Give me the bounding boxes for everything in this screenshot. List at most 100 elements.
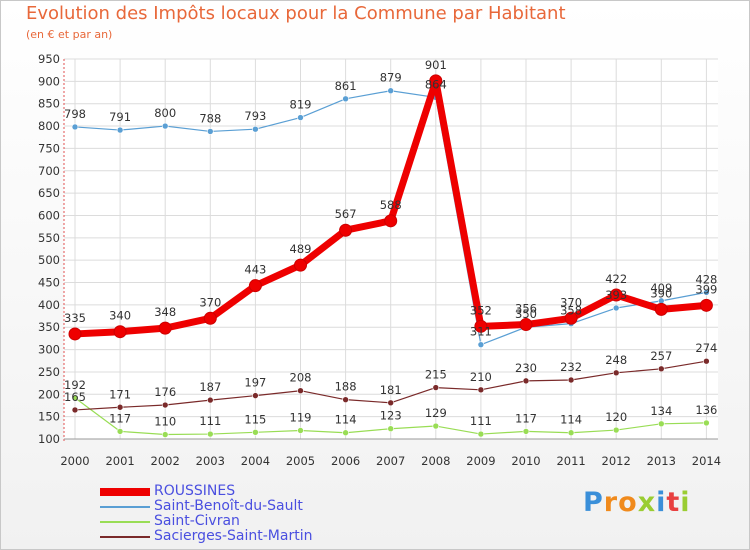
data-point [68, 327, 82, 341]
x-tick-label: 2011 [556, 454, 585, 468]
data-point [113, 325, 127, 339]
data-label: 370 [199, 295, 221, 309]
data-point [522, 428, 530, 435]
y-tick-label: 800 [38, 119, 60, 133]
legend-label: Saint-Civran [154, 513, 240, 529]
data-point [71, 123, 79, 131]
data-label: 257 [650, 349, 672, 363]
data-point [297, 114, 304, 121]
legend-swatch [100, 506, 150, 508]
data-point [387, 399, 395, 407]
x-tick-label: 2007 [376, 454, 405, 468]
data-label: 791 [109, 110, 131, 124]
legend-swatch [100, 488, 150, 496]
data-point [703, 357, 710, 365]
data-label: 171 [109, 387, 131, 401]
data-label: 129 [425, 406, 447, 420]
data-label: 192 [64, 378, 86, 392]
data-point [522, 377, 530, 385]
data-point [703, 289, 710, 296]
y-tick-label: 350 [38, 320, 60, 334]
data-point [161, 401, 169, 409]
data-label: 798 [64, 107, 86, 121]
data-point [342, 396, 349, 403]
legend-swatch [100, 521, 150, 523]
x-tick-label: 2006 [331, 454, 360, 468]
y-tick-label: 100 [38, 432, 60, 446]
data-label: 210 [470, 370, 492, 384]
data-point [657, 365, 665, 373]
data-label: 340 [109, 309, 131, 323]
data-label: 356 [515, 302, 537, 316]
data-point [477, 341, 485, 348]
y-tick-label: 850 [38, 97, 60, 111]
data-point [207, 128, 214, 135]
x-tick-label: 2005 [286, 454, 315, 468]
data-point [116, 403, 124, 411]
data-point [342, 429, 349, 437]
data-label: 422 [605, 272, 627, 286]
data-point [567, 429, 575, 437]
y-tick-label: 750 [38, 141, 60, 155]
data-point [612, 304, 620, 312]
data-label: 335 [64, 311, 86, 325]
series-roussines [68, 74, 713, 341]
data-label: 120 [605, 410, 627, 424]
data-point [654, 302, 668, 316]
data-label: 110 [154, 415, 176, 429]
data-label: 864 [425, 77, 447, 91]
data-label: 901 [425, 58, 447, 72]
data-point [519, 318, 533, 332]
data-label: 393 [605, 288, 627, 302]
y-tick-label: 600 [38, 208, 60, 222]
y-tick-label: 650 [38, 186, 60, 200]
data-label: 230 [515, 361, 537, 375]
data-label: 114 [560, 413, 582, 427]
data-label: 588 [380, 198, 402, 212]
series-saint-civran [71, 394, 710, 438]
data-label: 117 [109, 411, 131, 425]
y-tick-label: 500 [38, 253, 60, 267]
chart-title: Evolution des Impôts locaux pour la Comm… [26, 3, 566, 24]
data-point [564, 311, 578, 325]
series-sacierges-saint-martin [71, 357, 710, 414]
data-label: 232 [560, 360, 582, 374]
data-label: 788 [199, 111, 221, 125]
y-tick-label: 250 [38, 365, 60, 379]
data-point [384, 214, 398, 228]
data-point [252, 125, 259, 133]
data-label: 165 [64, 390, 86, 404]
data-label: 111 [470, 414, 492, 428]
data-point [158, 321, 172, 335]
data-point [203, 311, 217, 325]
data-point [252, 428, 259, 436]
data-label: 123 [380, 409, 402, 423]
data-label: 861 [335, 79, 357, 93]
data-point [699, 298, 713, 312]
data-point [116, 428, 124, 435]
data-point [612, 426, 620, 434]
y-tick-label: 300 [38, 343, 60, 357]
x-tick-label: 2003 [196, 454, 225, 468]
data-point [477, 386, 485, 394]
data-point [297, 387, 304, 395]
data-label: 311 [470, 325, 492, 339]
data-label: 350 [515, 307, 537, 321]
y-tick-label: 900 [38, 74, 60, 88]
data-point [207, 430, 214, 438]
data-label: 370 [560, 295, 582, 309]
data-point [116, 126, 124, 134]
data-point [609, 288, 623, 302]
legend-label: Saint-Benoît-du-Sault [154, 498, 303, 514]
data-label: 800 [154, 106, 176, 120]
legend-label: ROUSSINES [154, 483, 236, 499]
data-point [297, 427, 304, 434]
data-point [432, 422, 440, 430]
data-point [161, 431, 169, 438]
data-label: 181 [380, 383, 402, 397]
data-label: 215 [425, 368, 447, 382]
data-label: 443 [244, 263, 266, 277]
data-point [387, 425, 395, 433]
legend-swatch [100, 536, 150, 538]
